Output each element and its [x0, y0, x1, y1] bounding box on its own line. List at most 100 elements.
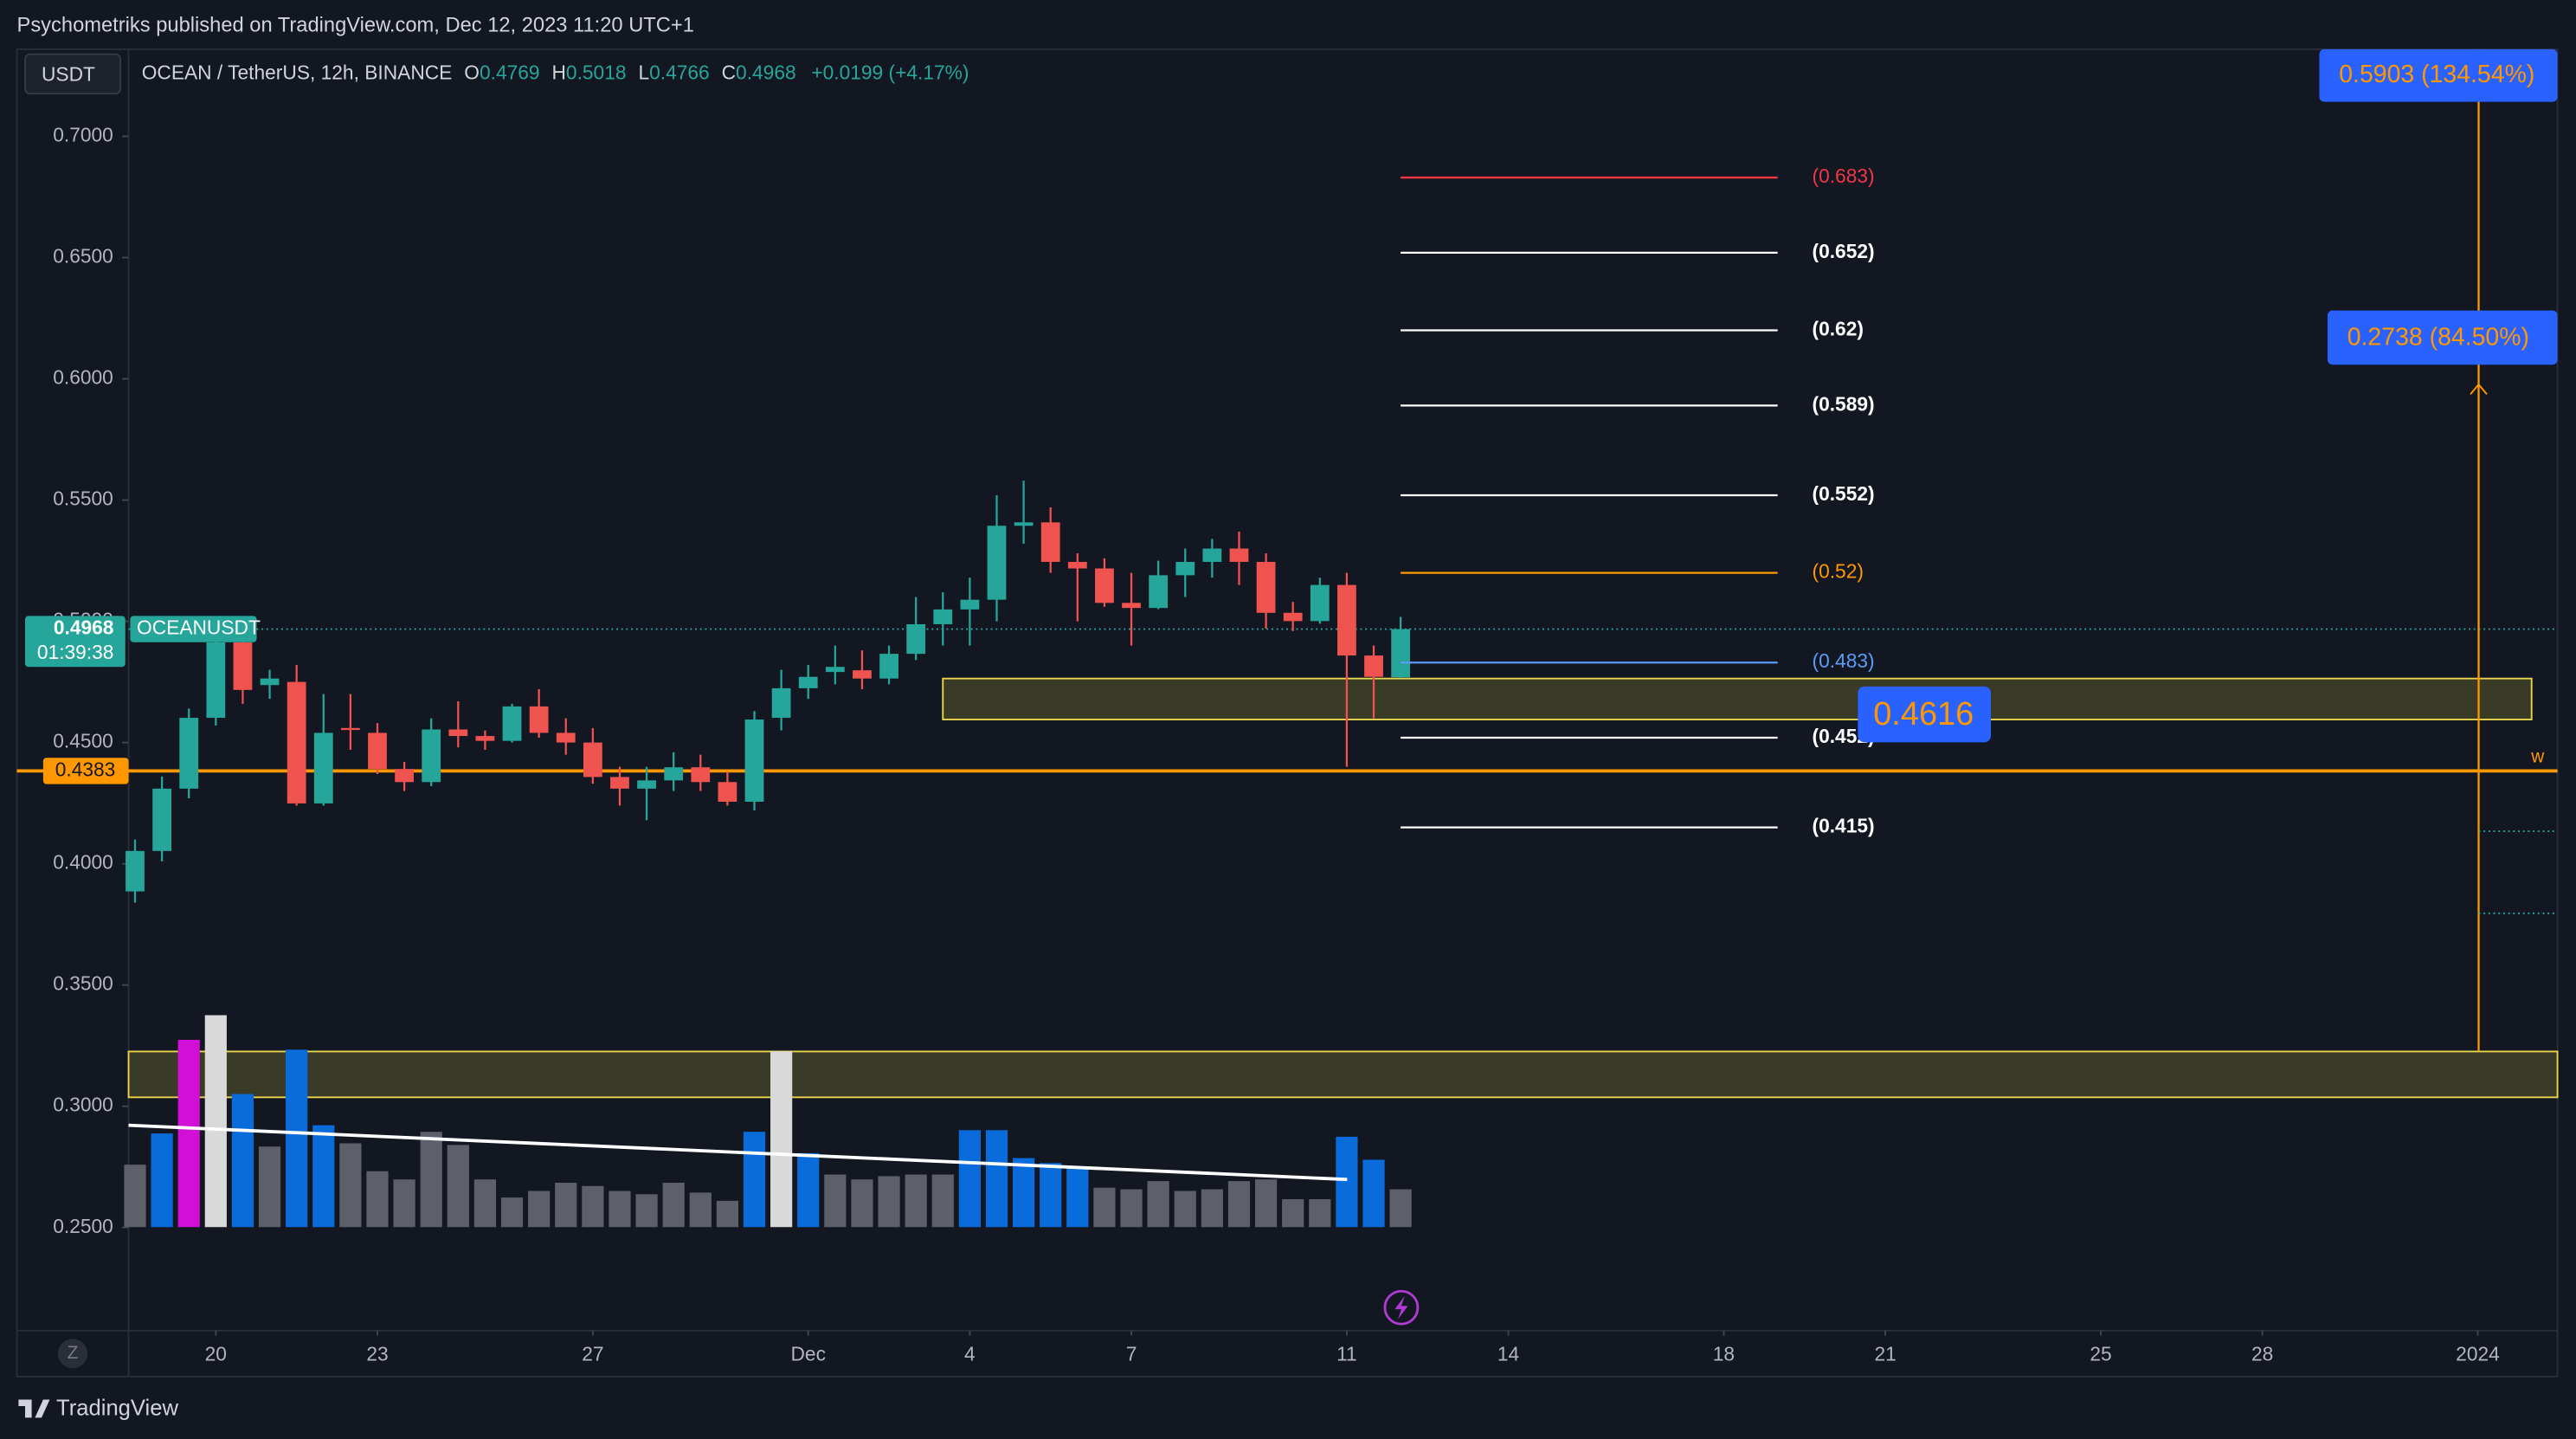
candle-body	[771, 687, 791, 719]
candle-body	[287, 681, 306, 803]
z-button-label: Z	[68, 1343, 79, 1363]
volume-bar	[258, 1146, 281, 1228]
candle-body	[987, 526, 1007, 600]
candle-body	[1149, 575, 1169, 609]
x-tick-label: 18	[1713, 1342, 1735, 1365]
volume-bar	[1093, 1187, 1116, 1228]
volume-bar	[1389, 1189, 1412, 1228]
candle-body	[179, 718, 199, 789]
symbol-label: OCEANUSDT	[137, 616, 261, 639]
candle-body	[1175, 561, 1195, 576]
volume-bar	[393, 1179, 415, 1228]
x-tick-label: 21	[1874, 1342, 1896, 1365]
candle-body	[1202, 548, 1222, 562]
legend-value: 0.5018	[566, 61, 627, 83]
volume-bar	[582, 1185, 604, 1228]
fib-label: (0.589)	[1813, 392, 1875, 415]
candle-body	[853, 670, 872, 679]
volume-bar	[716, 1200, 738, 1228]
fib-label: (0.652)	[1813, 240, 1875, 262]
x-tick-label: 2024	[2456, 1342, 2500, 1365]
volume-bar	[1282, 1199, 1304, 1228]
volume-bar	[124, 1165, 146, 1228]
zone-label: 0.4616	[1873, 696, 1974, 732]
volume-bar	[770, 1051, 793, 1228]
volume-bar	[420, 1132, 442, 1228]
candle-body	[313, 732, 333, 803]
currency: USDT	[42, 62, 95, 85]
volume-bar	[743, 1132, 766, 1228]
legend: OCEAN / TetherUS, 12h, BINANCE O0.4769 H…	[142, 61, 969, 83]
candle-body	[448, 729, 468, 737]
support-price-box	[42, 758, 129, 784]
measure-label: 0.2738 (84.50%)	[2347, 323, 2529, 351]
volume-bar	[662, 1183, 685, 1228]
countdown: 01:39:38	[37, 641, 114, 663]
volume-trend-line	[128, 1123, 1348, 1182]
volume-bar	[151, 1133, 173, 1228]
x-tick-label: 14	[1497, 1342, 1519, 1365]
fib-label: (0.483)	[1813, 649, 1875, 672]
x-tick-label: 27	[582, 1342, 603, 1365]
fib-label: (0.683)	[1813, 165, 1875, 187]
legend-symbol: OCEAN / TetherUS, 12h, BINANCE	[142, 61, 453, 83]
fib-label: (0.415)	[1813, 815, 1875, 837]
candle-body	[933, 609, 953, 624]
volume-bar	[286, 1049, 308, 1228]
fib-label: (0.62)	[1813, 318, 1864, 340]
zone	[942, 677, 2533, 720]
candle-body	[1229, 548, 1249, 562]
x-tick-label: 25	[2090, 1342, 2111, 1365]
y-tick-label: 0.3500	[53, 972, 113, 995]
legend-value: 0.4766	[649, 61, 710, 83]
event-icon[interactable]	[1383, 1289, 1420, 1326]
volume-bar	[609, 1191, 631, 1228]
volume-bar	[1254, 1179, 1278, 1228]
candle-body	[825, 667, 845, 673]
y-tick-label: 0.7000	[53, 123, 113, 145]
candle-body	[1337, 584, 1356, 656]
candle-body	[960, 599, 980, 610]
y-tick-label: 0.3000	[53, 1094, 113, 1116]
candle-body	[718, 782, 737, 802]
volume-bar	[1362, 1159, 1385, 1228]
legend-label: C	[722, 61, 736, 83]
volume-bar	[985, 1130, 1008, 1228]
measure-label: 0.5903 (134.54%)	[2339, 61, 2534, 88]
volume-bar	[1013, 1158, 1035, 1228]
y-tick-label: 0.6500	[53, 245, 113, 268]
candle-body	[691, 767, 711, 783]
candle-body	[1067, 561, 1087, 569]
y-tick-label: 0.5500	[53, 487, 113, 510]
x-tick-label: 7	[1126, 1342, 1137, 1365]
y-tick-label: 0.4000	[53, 851, 113, 874]
candle-body	[233, 642, 253, 690]
volume-bar	[177, 1039, 200, 1228]
fib-label: (0.52)	[1813, 560, 1864, 583]
legend-label: H	[551, 61, 565, 83]
y-tick-label: 0.4500	[53, 730, 113, 752]
volume-bar	[339, 1143, 362, 1228]
legend-value: 0.4968	[736, 61, 796, 83]
candle-body	[260, 678, 280, 686]
legend-value: 0.4769	[480, 61, 540, 83]
candle-body	[583, 742, 602, 778]
x-tick-label: Dec	[790, 1342, 825, 1365]
measure-arrow	[2470, 383, 2488, 395]
support-marker: w	[2530, 747, 2545, 767]
support-price-label: 0.4383	[55, 758, 116, 780]
volume-bar	[366, 1171, 389, 1228]
currency-box[interactable]	[24, 53, 121, 95]
header: Psychometriks published on TradingView.c…	[17, 15, 694, 37]
candle-body	[1283, 612, 1303, 622]
candle-body	[664, 767, 684, 781]
volume-bar	[1147, 1181, 1169, 1228]
volume-bar	[473, 1179, 497, 1228]
z-button[interactable]	[57, 1339, 88, 1369]
candle-body	[475, 736, 495, 741]
candle-body	[1391, 629, 1411, 678]
volume-bar	[312, 1125, 335, 1228]
x-tick-label: 4	[964, 1342, 976, 1365]
logo-icon	[18, 1399, 50, 1418]
